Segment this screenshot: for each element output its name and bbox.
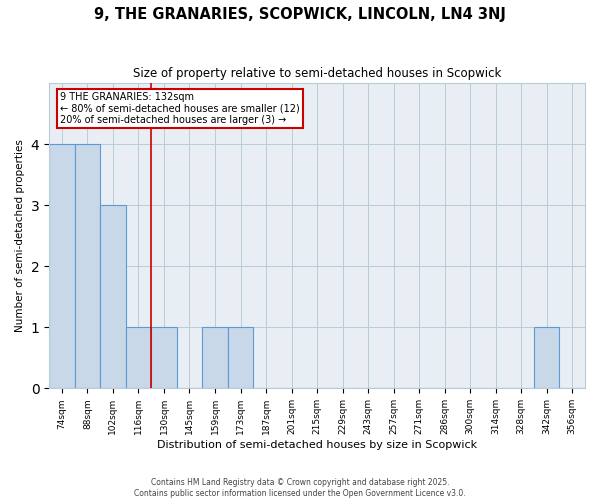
Bar: [202, 328, 228, 388]
Bar: [228, 328, 253, 388]
Bar: [74, 144, 100, 388]
Text: Contains HM Land Registry data © Crown copyright and database right 2025.
Contai: Contains HM Land Registry data © Crown c…: [134, 478, 466, 498]
X-axis label: Distribution of semi-detached houses by size in Scopwick: Distribution of semi-detached houses by …: [157, 440, 477, 450]
Text: 9, THE GRANARIES, SCOPWICK, LINCOLN, LN4 3NJ: 9, THE GRANARIES, SCOPWICK, LINCOLN, LN4…: [94, 8, 506, 22]
Text: 9 THE GRANARIES: 132sqm
← 80% of semi-detached houses are smaller (12)
20% of se: 9 THE GRANARIES: 132sqm ← 80% of semi-de…: [60, 92, 299, 126]
Title: Size of property relative to semi-detached houses in Scopwick: Size of property relative to semi-detach…: [133, 68, 501, 80]
Y-axis label: Number of semi-detached properties: Number of semi-detached properties: [15, 140, 25, 332]
Bar: [100, 205, 126, 388]
Bar: [534, 328, 559, 388]
Bar: [126, 328, 151, 388]
Bar: [151, 328, 177, 388]
Bar: [49, 144, 74, 388]
